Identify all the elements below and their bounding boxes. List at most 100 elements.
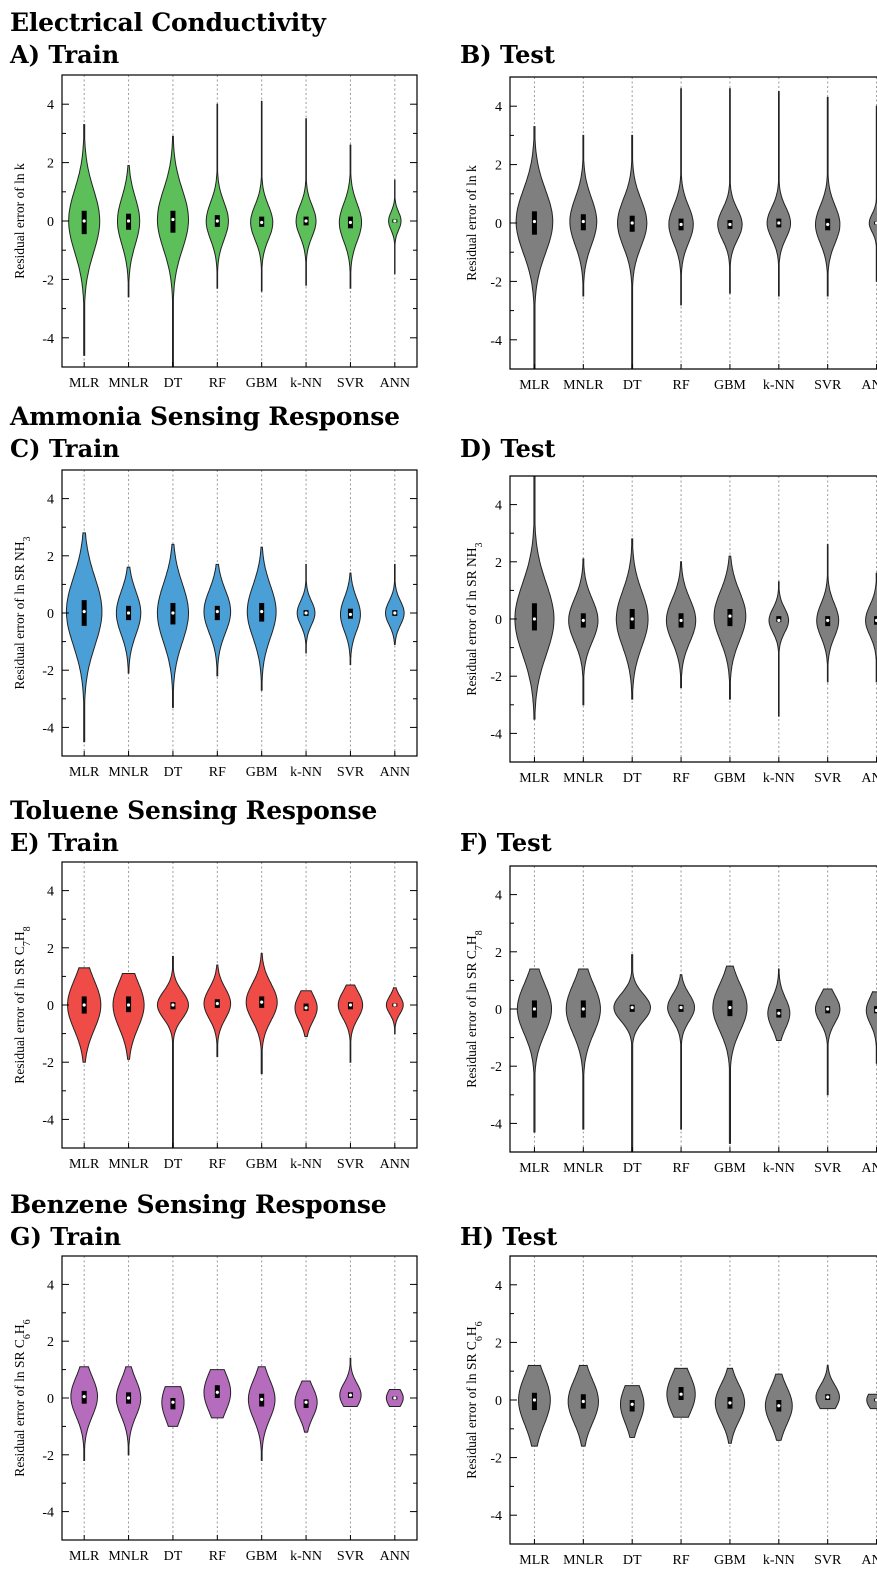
violin-body xyxy=(815,96,841,297)
y-tick-label: -4 xyxy=(42,721,54,736)
violin-body xyxy=(250,100,274,292)
median-dot xyxy=(532,1006,537,1012)
x-tick-label-ann: ANN xyxy=(861,1553,877,1568)
y-tick-label: -2 xyxy=(490,670,502,685)
violin-gbm xyxy=(246,546,277,691)
violin-body xyxy=(67,967,102,1063)
violin-mlr xyxy=(67,967,102,1063)
violin-gbm xyxy=(245,952,278,1075)
violin-body xyxy=(117,164,141,298)
y-tick-label: 2 xyxy=(47,1335,54,1350)
violin-svr xyxy=(340,572,361,666)
y-axis-label: Residual error of ln SR NH3 xyxy=(12,536,33,689)
median-dot xyxy=(348,1002,353,1008)
violin-body xyxy=(815,1364,840,1410)
violin-mnlr xyxy=(568,558,599,706)
x-tick-label-mlr: MLR xyxy=(69,1549,100,1564)
x-tick-label-mlr: MLR xyxy=(69,765,100,780)
y-tick-label: -2 xyxy=(490,1452,502,1467)
x-tick-label-k-nn: k-NN xyxy=(290,376,322,391)
y-tick-label: 0 xyxy=(495,1003,502,1018)
violin-body xyxy=(295,118,317,286)
violin-body xyxy=(516,968,552,1133)
x-tick-label-rf: RF xyxy=(673,1161,690,1176)
section-title-conductivity: Electrical Conductivity xyxy=(10,8,326,37)
x-tick-label-gbm: GBM xyxy=(714,1553,746,1568)
x-tick-label-mnlr: MNLR xyxy=(108,765,149,780)
violin-mnlr xyxy=(567,1364,599,1447)
y-tick-label: 0 xyxy=(47,1392,54,1407)
y-axis-label: Residual error of ln SR C6H6 xyxy=(464,1321,485,1478)
violin-body xyxy=(565,968,601,1130)
median-dot xyxy=(303,1005,309,1011)
y-tick-label: 0 xyxy=(495,1394,502,1409)
x-tick-label-svr: SVR xyxy=(814,771,842,786)
x-tick-label-svr: SVR xyxy=(814,378,842,393)
violin-rf xyxy=(667,974,696,1130)
violin-rf xyxy=(205,103,229,289)
median-dot xyxy=(581,618,586,623)
y-tick-label: 4 xyxy=(47,1278,54,1293)
x-tick-label-mnlr: MNLR xyxy=(108,1549,149,1564)
y-tick-label: 2 xyxy=(47,942,54,957)
violin-k-nn xyxy=(764,1373,793,1441)
violin-rf xyxy=(665,561,697,689)
median-dot xyxy=(259,999,264,1005)
y-tick-label: 4 xyxy=(495,499,502,514)
panel-label-h: H) Test xyxy=(460,1222,558,1251)
violin-svr xyxy=(339,1357,362,1408)
x-tick-label-mnlr: MNLR xyxy=(563,1553,604,1568)
violin-k-nn xyxy=(766,91,791,297)
violin-body xyxy=(767,968,791,1042)
median-dot xyxy=(630,1005,635,1010)
median-dot xyxy=(215,218,220,224)
median-dot xyxy=(392,1002,397,1008)
x-tick-label-dt: DT xyxy=(164,765,183,780)
x-tick-label-mlr: MLR xyxy=(519,378,550,393)
violin-k-nn xyxy=(768,581,790,717)
violin-rf xyxy=(666,1367,696,1418)
panel-label-a: A) Train xyxy=(10,40,120,69)
median-dot xyxy=(303,218,309,224)
x-tick-label-rf: RF xyxy=(209,1157,226,1172)
median-dot xyxy=(82,609,87,614)
x-tick-label-svr: SVR xyxy=(337,1549,365,1564)
x-tick-label-dt: DT xyxy=(623,378,642,393)
y-tick-label: -4 xyxy=(42,332,54,347)
y-tick-label: 2 xyxy=(495,946,502,961)
violin-body xyxy=(667,974,696,1130)
y-tick-label: -2 xyxy=(42,1449,54,1464)
violin-gbm xyxy=(717,88,743,294)
x-tick-label-dt: DT xyxy=(164,1157,183,1172)
violin-body xyxy=(815,988,841,1096)
x-tick-label-svr: SVR xyxy=(337,376,365,391)
x-tick-label-ann: ANN xyxy=(380,1157,410,1172)
x-tick-label-rf: RF xyxy=(209,765,226,780)
x-tick-label-gbm: GBM xyxy=(714,378,746,393)
x-tick-label-mlr: MLR xyxy=(69,376,100,391)
y-tick-label: -2 xyxy=(42,1056,54,1071)
median-dot xyxy=(581,219,586,224)
violin-ann xyxy=(385,1388,404,1408)
x-tick-label-gbm: GBM xyxy=(246,765,278,780)
section-title-ammonia: Ammonia Sensing Response xyxy=(10,402,400,431)
violin-svr xyxy=(815,1364,840,1410)
x-tick-label-mlr: MLR xyxy=(519,771,550,786)
violin-gbm xyxy=(713,555,747,700)
violin-mlr xyxy=(518,1364,551,1447)
violin-gbm xyxy=(250,100,274,292)
median-dot xyxy=(678,222,684,227)
x-tick-label-rf: RF xyxy=(673,771,690,786)
x-tick-label-rf: RF xyxy=(209,1549,226,1564)
x-tick-label-k-nn: k-NN xyxy=(290,765,322,780)
x-tick-label-mnlr: MNLR xyxy=(563,771,604,786)
x-tick-label-mlr: MLR xyxy=(519,1553,550,1568)
median-dot xyxy=(259,1397,264,1402)
x-tick-label-k-nn: k-NN xyxy=(763,378,795,393)
y-tick-label: -4 xyxy=(490,334,502,349)
violin-mlr xyxy=(514,475,555,720)
violin-body xyxy=(203,964,232,1058)
violin-gbm xyxy=(714,1367,746,1444)
